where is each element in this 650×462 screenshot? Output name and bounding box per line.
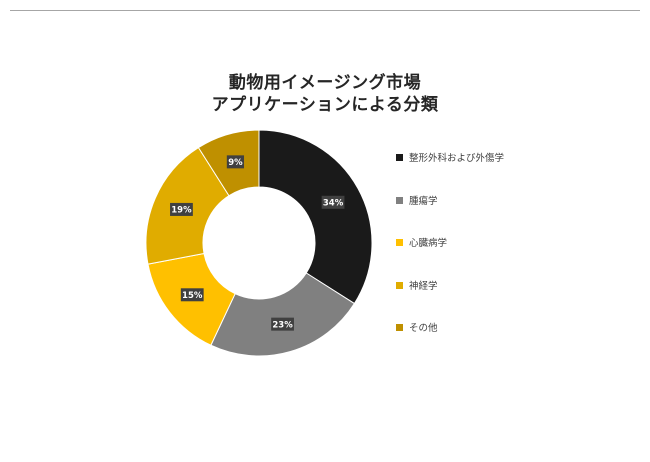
data-label-1: 23%	[271, 317, 294, 331]
data-label-3: 19%	[170, 202, 193, 216]
data-label-bg-4	[226, 155, 245, 169]
data-label-2: 15%	[180, 288, 204, 302]
legend-item-1: 腫瘍学	[396, 193, 438, 207]
legend-label-2: 心臓病学	[409, 238, 448, 249]
legend-swatch-3	[396, 281, 403, 289]
data-label-text-3: 19%	[171, 206, 192, 216]
legend-label-3: 神経学	[409, 281, 438, 292]
data-label-text-4: 9%	[228, 158, 243, 168]
donut-slice-0	[258, 129, 373, 305]
legend-item-2: 心臓病学	[396, 235, 447, 249]
legend-item-3: 神経学	[396, 278, 438, 292]
chart-title-line-2: アプリケーションによる分類	[211, 95, 439, 115]
data-label-4: 9%	[226, 155, 245, 169]
data-label-text-1: 23%	[272, 320, 293, 330]
legend-item-4: その他	[396, 320, 438, 334]
legend-label-4: その他	[409, 323, 438, 334]
legend-item-0: 整形外科および外傷学	[396, 150, 504, 164]
legend-swatch-1	[396, 196, 403, 204]
donut-slice-1	[210, 272, 356, 357]
legend-label-1: 腫瘍学	[409, 196, 438, 207]
data-label-bg-2	[180, 288, 204, 302]
data-label-0: 34%	[321, 195, 345, 209]
data-label-bg-3	[170, 202, 193, 216]
legend-swatch-2	[396, 238, 403, 246]
data-label-text-0: 34%	[323, 198, 344, 208]
legend-swatch-4	[396, 323, 403, 331]
chart-title-line-1: 動物用イメージング市場	[228, 73, 422, 93]
legend-swatch-0	[396, 153, 403, 161]
data-label-bg-0	[321, 195, 345, 209]
legend-label-0: 整形外科および外傷学	[409, 153, 505, 164]
data-label-bg-1	[271, 317, 294, 331]
top-divider	[10, 10, 640, 11]
data-label-text-2: 15%	[182, 291, 203, 301]
